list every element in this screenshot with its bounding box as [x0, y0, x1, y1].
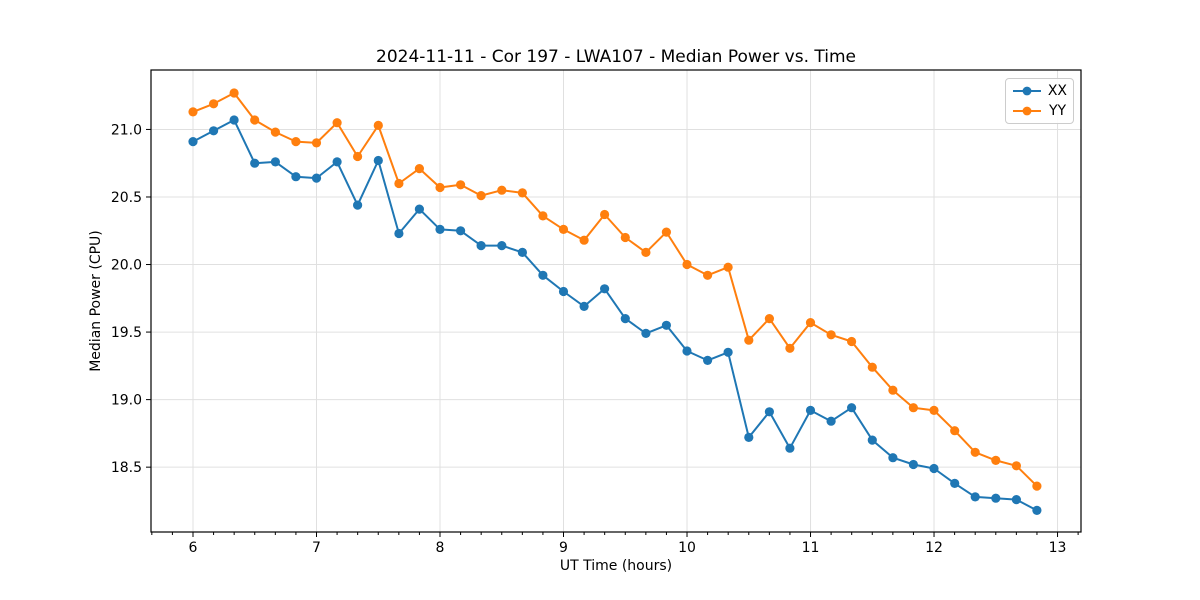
svg-text:19.5: 19.5: [111, 325, 142, 341]
chart-title: 2024-11-11 - Cor 197 - LWA107 - Median P…: [376, 47, 856, 67]
series-xx: [188, 115, 1042, 515]
legend: XX YY: [1005, 78, 1074, 124]
svg-text:10: 10: [678, 540, 696, 556]
x-minor-ticks: [151, 532, 1079, 535]
svg-text:11: 11: [802, 540, 820, 556]
svg-text:12: 12: [925, 540, 943, 556]
svg-text:6: 6: [189, 540, 198, 556]
x-axis-ticks: 6 7 8 9 10 11 12 13: [189, 532, 1067, 556]
svg-text:20.5: 20.5: [111, 190, 142, 206]
svg-text:21.0: 21.0: [111, 122, 142, 138]
svg-text:20.0: 20.0: [111, 258, 142, 274]
svg-text:7: 7: [312, 540, 321, 556]
svg-text:8: 8: [436, 540, 445, 556]
legend-label-yy: YY: [1049, 102, 1067, 119]
y-axis-ticks: 18.5 19.0 19.5 20.0 20.5 21.0: [111, 122, 151, 476]
plot-border: [150, 69, 1082, 533]
svg-text:13: 13: [1049, 540, 1067, 556]
legend-label-xx: XX: [1047, 83, 1067, 100]
svg-text:18.5: 18.5: [111, 460, 142, 476]
series-xx-sample-icon: [1013, 86, 1041, 96]
legend-item-yy: YY: [1012, 102, 1067, 120]
legend-item-xx: XX: [1012, 82, 1067, 100]
x-axis-label: UT Time (hours): [559, 558, 673, 574]
svg-text:9: 9: [559, 540, 568, 556]
series-yy: [188, 88, 1042, 491]
svg-text:19.0: 19.0: [111, 393, 142, 409]
series-yy-sample-icon: [1013, 106, 1041, 116]
gridlines: [151, 70, 1081, 532]
y-axis-label-text: Median Power (CPU): [88, 230, 104, 372]
